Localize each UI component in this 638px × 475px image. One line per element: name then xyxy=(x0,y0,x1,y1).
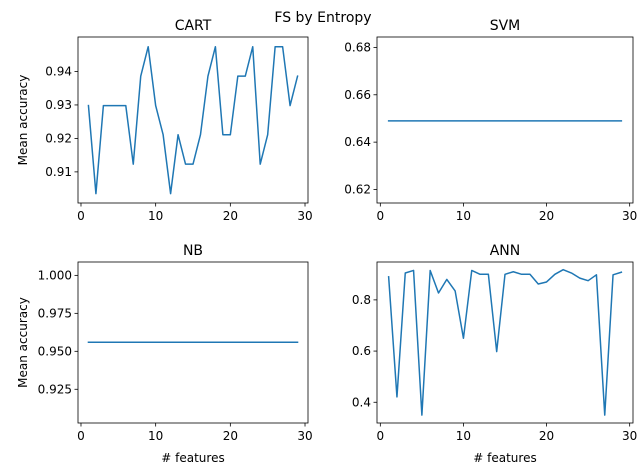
cart-ytick-label: 0.92 xyxy=(45,131,72,145)
nb-xtick-label: 0 xyxy=(77,429,85,443)
cart-xtick-label: 30 xyxy=(297,209,312,223)
subplot-svm: 0 10 20 30 0.62 0.64 0.66 0.68 SVM xyxy=(344,18,637,223)
ann-ytick-label: 0.6 xyxy=(352,344,371,358)
svm-ytick-label: 0.64 xyxy=(344,135,371,149)
subplot-grid: 0 10 20 30 0.91 0.92 0.93 0.94 CART Mean accuracy… xyxy=(16,18,637,465)
cart-series-line-0 xyxy=(87,45,299,195)
nb-xlabel: # features xyxy=(161,451,224,465)
subplot-ann: 0 10 20 30 0.4 0.6 0.8 ANN # features xyxy=(352,243,637,465)
subplot-cart: 0 10 20 30 0.91 0.92 0.93 0.94 CART Mean accuracy xyxy=(16,18,313,223)
svm-xtick-label: 30 xyxy=(622,209,637,223)
ann-series-line-0 xyxy=(387,268,623,416)
nb-ytick-label: 0.925 xyxy=(38,382,72,396)
nb-xtick-label: 10 xyxy=(148,429,163,443)
cart-ytick-label: 0.91 xyxy=(45,165,72,179)
nb-ytick-label: 0.950 xyxy=(38,344,72,358)
svm-title: SVM xyxy=(490,18,521,34)
cart-xtick-label: 10 xyxy=(148,209,163,223)
nb-axes-frame xyxy=(77,261,309,424)
cart-ytick-label: 0.93 xyxy=(45,98,72,112)
ann-xtick-label: 0 xyxy=(377,429,385,443)
cart-xtick-label: 0 xyxy=(77,209,85,223)
svm-ytick-label: 0.68 xyxy=(344,40,371,54)
cart-ytick-label: 0.94 xyxy=(45,64,72,78)
ann-axes-frame xyxy=(376,261,634,424)
svm-ytick-label: 0.62 xyxy=(344,183,371,197)
nb-xtick-label: 20 xyxy=(223,429,238,443)
ann-xtick-label: 10 xyxy=(456,429,471,443)
nb-ytick-label: 0.975 xyxy=(38,306,72,320)
svm-xtick-label: 10 xyxy=(456,209,471,223)
nb-title: NB xyxy=(183,243,203,259)
ann-ytick-label: 0.4 xyxy=(352,395,371,409)
ann-xlabel: # features xyxy=(473,451,536,465)
cart-ylabel: Mean accuracy xyxy=(16,75,30,166)
nb-ylabel: Mean accuracy xyxy=(16,297,30,388)
figure-suptitle: FS by Entropy xyxy=(274,10,371,26)
ann-title: ANN xyxy=(490,243,521,259)
subplot-nb: 0 10 20 30 0.925 0.950 0.975 1.000 NB # features M… xyxy=(16,243,313,465)
cart-xtick-label: 20 xyxy=(223,209,238,223)
ann-xtick-label: 20 xyxy=(539,429,554,443)
svm-axes-frame xyxy=(376,36,634,204)
nb-ytick-label: 1.000 xyxy=(38,268,72,282)
nb-xtick-label: 30 xyxy=(297,429,312,443)
svm-xtick-label: 0 xyxy=(377,209,385,223)
ann-xtick-label: 30 xyxy=(622,429,637,443)
ann-ytick-label: 0.8 xyxy=(352,293,371,307)
cart-axes-frame xyxy=(77,36,309,204)
svm-ytick-label: 0.66 xyxy=(344,88,371,102)
cart-title: CART xyxy=(175,18,212,34)
svm-xtick-label: 20 xyxy=(539,209,554,223)
